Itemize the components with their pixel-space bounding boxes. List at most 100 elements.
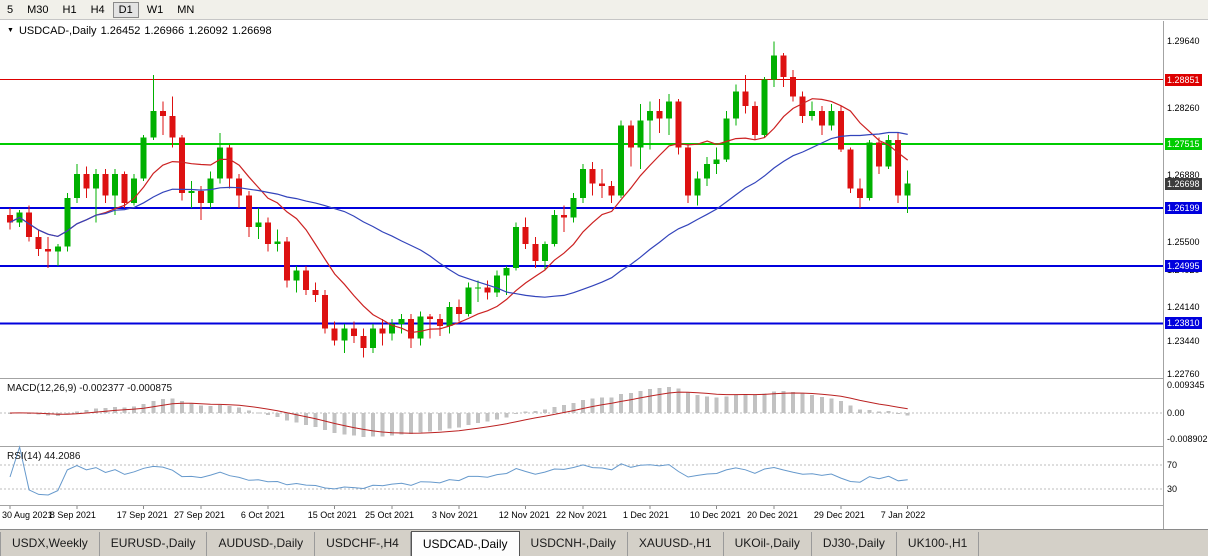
chart-tab-usdx-weekly[interactable]: USDX,Weekly: [0, 532, 100, 556]
candle-body: [159, 111, 166, 116]
macd-axis-label: -0.008902: [1167, 434, 1208, 445]
candle-body: [245, 195, 252, 228]
macd-histogram-bar: [600, 397, 605, 413]
collapse-chart-icon[interactable]: ▼: [7, 27, 14, 34]
macd-histogram-bar: [676, 388, 681, 413]
macd-histogram-bar: [284, 413, 289, 421]
candle-body: [627, 125, 634, 148]
candle-body: [169, 115, 176, 138]
macd-indicator-label: MACD(12,26,9) -0.002377 -0.000875: [7, 383, 173, 394]
candle-body: [7, 215, 13, 223]
candle-body: [828, 111, 835, 126]
candle-body: [465, 287, 472, 315]
macd-histogram-bar: [46, 413, 51, 416]
chart-tab-uk100-h1[interactable]: UK100-,H1: [897, 532, 980, 556]
macd-histogram-bar: [189, 403, 194, 413]
chart-tab-audusd-daily[interactable]: AUDUSD-,Daily: [207, 532, 316, 556]
macd-histogram-bar: [514, 413, 519, 414]
candle-body: [150, 111, 157, 138]
chart-tab-usdcad-daily[interactable]: USDCAD-,Daily: [410, 531, 520, 556]
candle-body: [637, 120, 644, 148]
candle-body: [45, 248, 52, 252]
macd-histogram-bar: [8, 413, 12, 414]
macd-histogram-bar: [829, 398, 834, 413]
macd-histogram-bar: [475, 413, 480, 423]
macd-histogram-bar: [179, 401, 184, 413]
macd-histogram-bar: [504, 413, 509, 418]
candle-body: [694, 178, 701, 196]
candle-body: [112, 173, 119, 196]
candle-body: [121, 173, 128, 203]
price-axis-label: 1.23440: [1167, 336, 1200, 347]
candle-body: [198, 190, 204, 203]
candle-body: [264, 222, 271, 245]
chart-tab-usdchf-h4[interactable]: USDCHF-,H4: [315, 532, 411, 556]
candle-body: [618, 125, 625, 196]
chart-ohlc-header: ▼ USDCAD-,Daily 1.26452 1.26966 1.26092 1.266…: [7, 25, 276, 37]
candle-body: [494, 275, 501, 293]
price-axis[interactable]: 1.296401.282601.268801.255001.249201.241…: [1164, 21, 1208, 529]
candle-body: [341, 328, 348, 341]
macd-histogram-bar: [227, 406, 232, 413]
timeframe-button-m30[interactable]: M30: [27, 3, 49, 16]
chart-tab-dj30-daily[interactable]: DJ30-,Daily: [812, 532, 897, 556]
timeframe-button-h1[interactable]: H1: [62, 3, 77, 16]
candle-body: [484, 287, 491, 293]
macd-histogram-bar: [552, 406, 557, 413]
chart-tab-usdcnh-daily[interactable]: USDCNH-,Daily: [520, 532, 628, 556]
timeframe-button-5[interactable]: 5: [7, 3, 14, 16]
macd-histogram-bar: [533, 410, 538, 413]
candle-body: [379, 328, 386, 334]
macd-histogram-bar: [466, 413, 471, 425]
candle-body: [818, 111, 825, 126]
candle-body: [656, 111, 663, 119]
timeframe-button-mn[interactable]: MN: [177, 3, 195, 16]
candle-body: [551, 215, 558, 245]
timeframe-button-d1[interactable]: D1: [112, 1, 139, 18]
macd-histogram-bar: [714, 397, 719, 413]
candle-body: [427, 316, 434, 319]
macd-histogram-bar: [609, 397, 614, 413]
candle-body: [64, 198, 71, 247]
chart-tab-xauusd-h1[interactable]: XAUUSD-,H1: [628, 532, 724, 556]
candle-body: [742, 91, 749, 107]
chart-tab-eurusd-daily[interactable]: EURUSD-,Daily: [100, 532, 208, 556]
candle-body: [131, 178, 138, 203]
chart-tab-ukoil-daily[interactable]: UKOil-,Daily: [724, 532, 812, 556]
candle-body: [350, 328, 357, 336]
price-level-tag: 1.23810: [1165, 317, 1202, 330]
price-axis-label: 1.29640: [1167, 36, 1200, 47]
candle-body: [790, 77, 797, 97]
candle-body: [293, 270, 300, 281]
macd-histogram-bar: [390, 413, 394, 436]
candle-body: [704, 164, 711, 179]
macd-histogram-bar: [485, 413, 490, 422]
macd-histogram-bar: [237, 407, 242, 413]
macd-axis-label: 0.009345: [1167, 380, 1205, 391]
timeframe-button-h4[interactable]: H4: [90, 3, 105, 16]
candle-body: [312, 289, 319, 295]
candle-body: [398, 318, 405, 324]
candle-body: [837, 111, 844, 150]
macd-histogram-bar: [590, 398, 595, 413]
macd-histogram-bar: [103, 408, 108, 413]
macd-histogram-bar: [294, 413, 299, 423]
candle-body: [665, 101, 672, 119]
macd-histogram-bar: [628, 392, 633, 413]
macd-axis-label: 0.00: [1167, 408, 1185, 418]
candle-body: [589, 169, 596, 184]
candle-body: [895, 140, 902, 196]
candle-body: [532, 244, 539, 261]
moving-average-line: [9, 98, 909, 334]
candle-body: [809, 111, 816, 116]
macd-histogram-bar: [877, 411, 882, 413]
price-axis-label: 1.25500: [1167, 236, 1200, 247]
macd-histogram-bar: [619, 394, 624, 413]
macd-histogram-bar: [733, 394, 738, 413]
timeframe-button-w1[interactable]: W1: [146, 3, 164, 16]
ohlc-close-value: 1.26698: [231, 25, 272, 37]
macd-histogram-bar: [428, 413, 433, 432]
candle-body: [83, 173, 90, 189]
candle-body: [646, 111, 653, 121]
